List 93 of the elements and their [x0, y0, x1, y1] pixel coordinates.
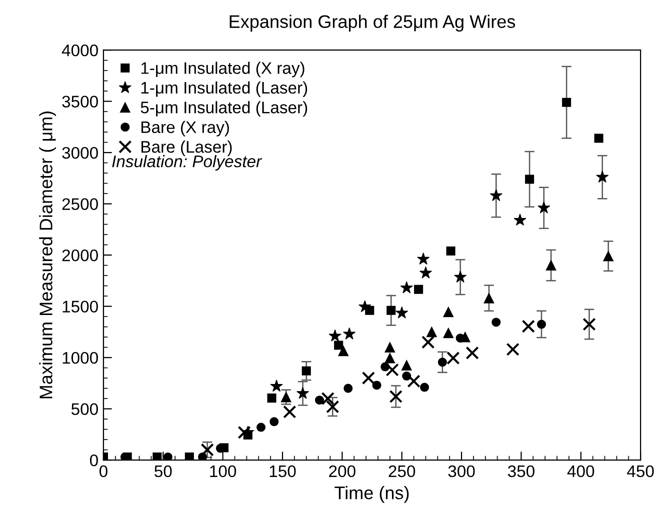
x-tick-label: 0: [99, 465, 108, 478]
y-tick-label: 2000: [62, 249, 98, 262]
point: [596, 170, 609, 183]
point: [283, 405, 296, 418]
y-tick-label: 3500: [62, 96, 98, 108]
point: [446, 351, 460, 365]
point: [321, 392, 334, 406]
point: [426, 326, 437, 338]
y-tick-label: 2500: [62, 198, 98, 210]
legend-label: Bare (X ray): [141, 120, 229, 136]
point: [417, 252, 430, 265]
point: [446, 246, 456, 256]
point: [506, 342, 520, 356]
chart-title: Expansion Graph of 25μm Ag Wires: [230, 14, 516, 32]
point: [460, 332, 470, 342]
point: [525, 174, 534, 184]
point: [386, 306, 396, 315]
x-tick-label: 450: [627, 465, 654, 478]
point: [466, 346, 479, 360]
point: [256, 422, 266, 432]
y-tick-label: 500: [71, 403, 98, 416]
point: [267, 394, 276, 403]
point: [402, 372, 412, 381]
point: [389, 390, 402, 404]
point: [484, 292, 494, 304]
point: [372, 380, 382, 390]
point: [414, 284, 424, 294]
point: [163, 452, 172, 460]
x-tick-label: 100: [210, 465, 236, 478]
point: [420, 382, 430, 392]
y-tick-label: 1000: [62, 352, 98, 364]
point: [184, 452, 194, 460]
point: [302, 366, 311, 376]
point: [443, 328, 454, 338]
x-tick-label: 350: [508, 465, 534, 478]
annotation: Insulation: Polyester: [112, 155, 262, 171]
point: [152, 452, 162, 460]
y-tick-label: 4000: [62, 44, 98, 56]
x-tick-label: 300: [448, 465, 475, 478]
point: [280, 392, 292, 402]
x-tick-label: 200: [329, 465, 356, 478]
point: [386, 363, 399, 376]
point: [270, 417, 279, 426]
point: [401, 360, 412, 370]
x-tick-label: 250: [388, 465, 416, 478]
point: [270, 380, 283, 392]
point: [514, 214, 526, 226]
x-tick-label: 400: [567, 465, 594, 478]
point: [296, 386, 310, 399]
point: [122, 452, 132, 460]
point: [492, 318, 501, 327]
point: [219, 443, 229, 452]
point: [326, 400, 340, 414]
point: [407, 374, 420, 388]
legend-label: 1-μm Insulated (Laser): [141, 81, 308, 97]
point: [384, 352, 396, 364]
y-tick-label: 1500: [62, 300, 98, 313]
point: [396, 306, 408, 318]
point: [334, 340, 344, 350]
x-tick-label: 150: [270, 465, 296, 478]
point: [594, 134, 604, 143]
y-axis-title: Maximum Measured Diameter ( μm): [39, 112, 56, 398]
legend-label: Bare (Laser): [141, 140, 232, 156]
point: [438, 358, 447, 367]
legend-label: 1-μm Insulated (X ray): [141, 62, 304, 78]
point: [362, 371, 376, 385]
legend-label: 5-μm Insulated (Laser): [140, 101, 308, 117]
point: [546, 260, 556, 271]
point: [603, 250, 614, 262]
x-axis-title: Time (ns): [334, 486, 409, 503]
point: [538, 201, 550, 214]
point: [380, 362, 390, 372]
point: [536, 320, 546, 329]
point: [454, 270, 467, 283]
point: [328, 329, 342, 342]
point: [422, 336, 435, 349]
point: [314, 396, 324, 405]
point: [365, 306, 374, 315]
point: [338, 346, 349, 356]
point: [400, 281, 413, 294]
point: [344, 384, 353, 393]
point: [198, 452, 208, 460]
point: [582, 318, 596, 331]
point: [443, 306, 454, 318]
point: [562, 98, 572, 107]
point: [384, 342, 396, 353]
point: [419, 266, 432, 278]
y-tick-label: 0: [90, 454, 98, 466]
point: [522, 320, 535, 333]
point: [343, 327, 356, 340]
x-tick-label: 50: [154, 465, 172, 478]
point: [490, 189, 502, 202]
y-tick-label: 3000: [62, 146, 98, 159]
